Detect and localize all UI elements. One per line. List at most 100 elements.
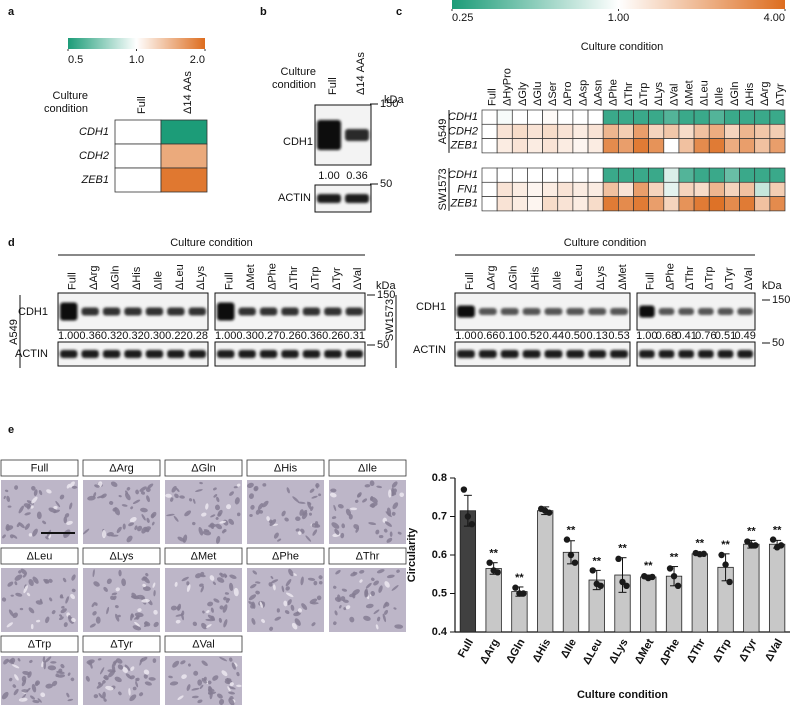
- lane-label: Full: [67, 272, 79, 290]
- cell: [199, 481, 203, 485]
- colorbar-tick-label: 1.0: [129, 54, 144, 66]
- cell: [137, 525, 143, 532]
- blot-band: [188, 350, 206, 358]
- cell: [175, 619, 181, 624]
- cell: [396, 569, 400, 573]
- cell: [359, 570, 365, 574]
- cell: [318, 493, 322, 497]
- lane-label: ΔTyr: [331, 267, 343, 290]
- cell: [386, 574, 395, 579]
- heatmap-cell: [602, 196, 619, 212]
- cell: [281, 510, 286, 517]
- cell: [40, 692, 46, 698]
- lane-label: ΔLeu: [174, 264, 186, 290]
- cell: [394, 624, 404, 629]
- heatmap-cell: [542, 109, 559, 125]
- quant-label: 0.13: [586, 330, 607, 342]
- cell: [316, 595, 322, 601]
- lane-label: ΔPhe: [664, 263, 676, 290]
- blot-band: [737, 308, 753, 315]
- quant-label: 0.44: [543, 330, 564, 342]
- cell: [153, 590, 156, 597]
- cell: [291, 622, 298, 630]
- cell: [3, 495, 6, 500]
- cell: [36, 511, 42, 520]
- cell: [168, 675, 173, 679]
- cell: [331, 516, 337, 520]
- data-point: [545, 509, 553, 516]
- heatmap-cell: [769, 196, 786, 212]
- blot-band: [478, 350, 497, 358]
- blot-band: [566, 308, 585, 315]
- cell: [30, 505, 34, 509]
- cell: [34, 681, 39, 687]
- cell: [355, 499, 359, 503]
- cell: [39, 598, 43, 604]
- cell: [1, 691, 9, 700]
- blot-band: [610, 308, 628, 315]
- blot-band: [259, 350, 278, 358]
- data-point: [512, 584, 519, 591]
- cell: [115, 613, 120, 622]
- quant-label: 0.22: [165, 330, 186, 342]
- cell: [311, 523, 315, 528]
- cell: [370, 503, 376, 508]
- cell: [121, 578, 126, 587]
- cell: [147, 483, 154, 489]
- cell: [200, 585, 205, 593]
- cell: [5, 525, 14, 531]
- cell: [287, 599, 292, 606]
- blot-band: [145, 350, 164, 358]
- cell: [255, 509, 261, 515]
- cell: [32, 528, 38, 537]
- cell: [93, 581, 100, 587]
- heatmap-cell: [114, 119, 162, 145]
- cell: [315, 483, 320, 488]
- heatmap-cell: [602, 109, 619, 125]
- quant-label: 1.00: [318, 170, 339, 182]
- blot-membrane: [636, 292, 756, 331]
- cell: [318, 580, 323, 585]
- cell: [71, 574, 76, 581]
- cell: [399, 492, 405, 498]
- cell: [202, 610, 205, 614]
- blot-band: [588, 350, 607, 358]
- blot-band: [167, 307, 185, 316]
- cell: [51, 610, 56, 615]
- quant-label: 1.00: [215, 330, 236, 342]
- cell: [345, 605, 351, 610]
- quant-label: 0.32: [122, 330, 143, 342]
- cell: [12, 534, 18, 539]
- quant-label: 1.00: [58, 330, 79, 342]
- cell: [132, 499, 141, 505]
- cell: [30, 624, 34, 630]
- x-tick-label: ΔArg: [478, 637, 502, 666]
- column-label: ΔAsn: [593, 80, 605, 106]
- lane-label: ΔHis: [131, 266, 143, 290]
- significance-label: **: [721, 539, 730, 551]
- cell: [59, 614, 63, 617]
- cell: [135, 681, 139, 688]
- cell: [382, 613, 387, 623]
- cell: [356, 492, 362, 498]
- cell: [97, 658, 102, 661]
- heatmap-cell: [587, 123, 604, 139]
- heatmap-cell: [663, 138, 680, 154]
- heatmap-cell: [527, 123, 543, 139]
- row-label: CDH1: [79, 126, 109, 138]
- unit-label: kDa: [762, 280, 782, 292]
- column-label: ΔPhe: [608, 79, 620, 106]
- bar: [640, 576, 657, 633]
- column-label: ΔMet: [683, 80, 695, 106]
- cell: [222, 604, 228, 613]
- quant-label: 0.10: [499, 330, 520, 342]
- cell: [201, 678, 207, 684]
- bar: [691, 553, 708, 633]
- cell: [117, 614, 121, 618]
- data-point: [674, 582, 682, 589]
- cell: [174, 581, 178, 587]
- heatmap-cell: [724, 123, 740, 139]
- cell: [269, 519, 277, 527]
- cell: [309, 598, 318, 604]
- lane-label: Full: [645, 272, 657, 290]
